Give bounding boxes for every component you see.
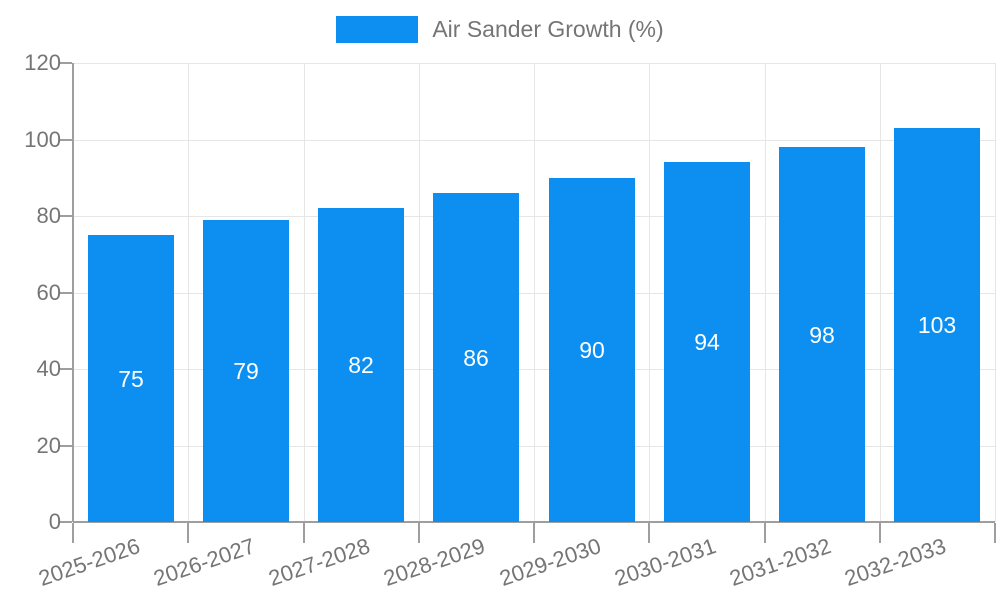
x-tick-5: [648, 523, 650, 543]
bar-value-label: 98: [809, 322, 835, 348]
legend-swatch: [336, 16, 419, 43]
y-axis-label-80: 80: [36, 203, 61, 228]
y-tick-0: [60, 521, 72, 523]
gridline-x-3: [419, 63, 420, 522]
y-tick-120: [60, 62, 72, 64]
bar-value-label: 79: [233, 358, 259, 384]
y-axis-line: [72, 63, 74, 522]
gridline-x-1: [188, 63, 189, 522]
y-axis-label-0: 0: [48, 509, 61, 534]
y-tick-80: [60, 215, 72, 217]
x-tick-2: [303, 523, 305, 543]
x-tick-6: [764, 523, 766, 543]
x-axis-label-2029-2030: 2029-2030: [496, 533, 604, 591]
x-tick-4: [533, 523, 535, 543]
y-tick-60: [60, 291, 72, 294]
x-tick-7: [879, 523, 881, 543]
gridline-x-4: [534, 63, 535, 522]
y-axis-label-100: 100: [24, 127, 61, 152]
bar-2026-2027[interactable]: 79: [203, 220, 289, 522]
y-tick-20: [60, 444, 72, 447]
gridline-x-6: [765, 63, 766, 522]
y-axis-label-20: 20: [36, 433, 61, 458]
gridline-x-5: [649, 63, 650, 522]
x-tick-0: [72, 523, 74, 543]
x-axis-label-2030-2031: 2030-2031: [611, 533, 719, 591]
y-axis-label-60: 60: [36, 280, 61, 305]
x-axis-label-2026-2027: 2026-2027: [150, 533, 258, 591]
x-tick-8: [994, 523, 996, 543]
x-axis-label-2025-2026: 2025-2026: [35, 533, 143, 591]
bar-2031-2032[interactable]: 98: [779, 147, 865, 522]
bar-2027-2028[interactable]: 82: [318, 208, 404, 522]
gridline-x-2: [304, 63, 305, 522]
bar-value-label: 90: [579, 337, 605, 363]
x-axis-line: [73, 521, 995, 523]
bar-value-label: 82: [348, 352, 374, 378]
bar-value-label: 94: [694, 329, 720, 355]
x-axis-label-2032-2033: 2032-2033: [841, 533, 949, 591]
legend-label: Air Sander Growth (%): [432, 16, 664, 42]
bar-value-label: 75: [118, 366, 144, 392]
bar-value-label: 86: [463, 345, 489, 371]
x-axis-label-2031-2032: 2031-2032: [726, 533, 834, 591]
y-axis-label-120: 120: [24, 50, 61, 75]
bar-2025-2026[interactable]: 75: [88, 235, 174, 522]
bar-value-label: 103: [917, 312, 957, 338]
bar-2029-2030[interactable]: 90: [549, 178, 635, 522]
x-axis-label-2027-2028: 2027-2028: [265, 533, 373, 591]
bar-2030-2031[interactable]: 94: [664, 162, 750, 522]
x-tick-1: [187, 523, 189, 543]
y-tick-40: [60, 368, 72, 370]
bar-2028-2029[interactable]: 86: [433, 193, 519, 522]
y-axis-label-40: 40: [36, 356, 61, 381]
x-tick-3: [418, 523, 420, 543]
y-tick-100: [60, 138, 72, 141]
bar-2032-2033[interactable]: 103: [894, 128, 980, 522]
gridline-x-8: [995, 63, 996, 522]
plot-area: 75 79 82 86 90 94 98 103: [60, 62, 996, 543]
chart-legend: Air Sander Growth (%): [0, 16, 1000, 43]
gridline-x-7: [880, 63, 881, 522]
x-axis-label-2028-2029: 2028-2029: [380, 533, 488, 591]
